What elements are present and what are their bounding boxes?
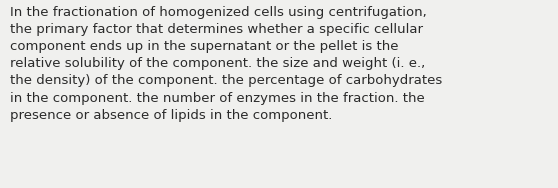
Text: In the fractionation of homogenized cells using centrifugation,
the primary fact: In the fractionation of homogenized cell… [10, 6, 442, 122]
